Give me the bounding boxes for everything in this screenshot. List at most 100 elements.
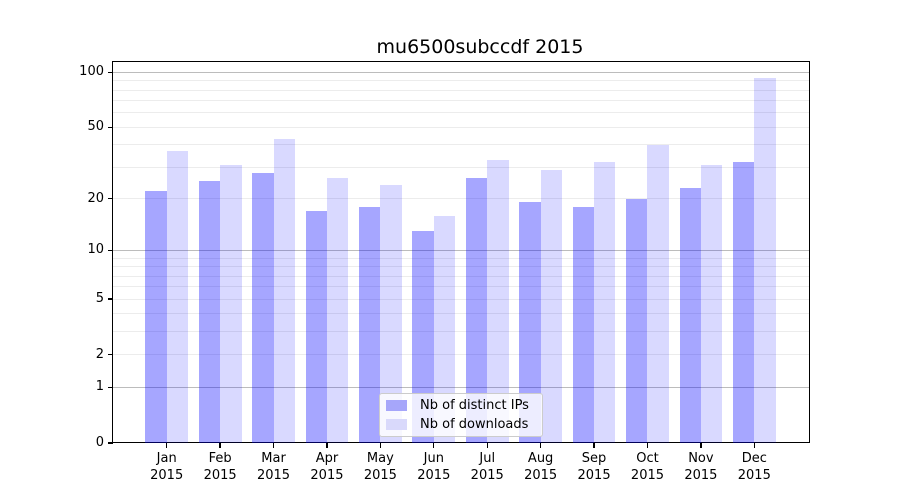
x-tick-label-apr: Apr 2015 bbox=[299, 451, 355, 484]
bar-oct-distinct-ips bbox=[626, 198, 648, 443]
gridline-minor bbox=[113, 126, 809, 128]
x-tick-label-may: May 2015 bbox=[352, 451, 408, 484]
bar-sep-downloads bbox=[594, 162, 616, 443]
gridline-minor bbox=[113, 112, 809, 114]
x-tick-mark bbox=[539, 443, 542, 448]
x-tick-year: 2015 bbox=[417, 467, 451, 483]
x-tick-mark bbox=[486, 443, 488, 448]
y-tick-mark bbox=[108, 354, 113, 356]
x-tick-label-mar: Mar 2015 bbox=[246, 451, 302, 484]
x-tick-year: 2015 bbox=[363, 467, 397, 483]
x-tick-mark bbox=[700, 443, 702, 448]
y-tick-label: 0 bbox=[95, 435, 104, 450]
x-tick-month: Sep bbox=[581, 451, 607, 466]
gridline-minor bbox=[113, 257, 809, 259]
x-tick-label-nov: Nov 2015 bbox=[673, 451, 729, 484]
x-tick-month: Mar bbox=[261, 451, 286, 466]
gridline-minor bbox=[113, 166, 809, 168]
gridline-minor bbox=[113, 89, 809, 91]
x-tick-label-feb: Feb 2015 bbox=[192, 451, 248, 484]
x-tick-year: 2015 bbox=[470, 467, 504, 483]
bar-jul-distinct-ips bbox=[465, 178, 488, 443]
y-tick-label: 1 bbox=[95, 379, 104, 395]
x-tick-label-jan: Jan 2015 bbox=[139, 451, 195, 484]
x-tick-year: 2015 bbox=[203, 467, 237, 483]
bar-sep-distinct-ips bbox=[572, 206, 595, 443]
gridline-major bbox=[113, 71, 809, 73]
bar-mar-distinct-ips bbox=[252, 172, 274, 443]
y-tick-mark bbox=[108, 298, 113, 300]
y-tick-mark bbox=[108, 442, 113, 444]
x-tick-label-dec: Dec 2015 bbox=[726, 451, 782, 484]
gridline-minor bbox=[113, 198, 809, 200]
bar-feb-downloads bbox=[220, 164, 242, 443]
x-tick-month: May bbox=[366, 451, 394, 466]
legend: Nb of distinct IPs Nb of downloads bbox=[379, 393, 543, 437]
legend-swatch-distinct-ips-icon bbox=[386, 400, 407, 411]
legend-label-distinct-ips: Nb of distinct IPs bbox=[420, 398, 529, 413]
y-tick-label: 10 bbox=[87, 242, 104, 258]
gridlines-layer bbox=[113, 62, 809, 442]
gridline-minor bbox=[113, 144, 809, 146]
x-tick-mark bbox=[272, 443, 275, 448]
bar-aug-downloads bbox=[540, 169, 563, 443]
bar-mar-downloads bbox=[273, 139, 295, 443]
x-tick-label-sep: Sep 2015 bbox=[566, 451, 622, 484]
y-tick-label: 2 bbox=[95, 346, 104, 362]
bar-may-distinct-ips bbox=[358, 206, 381, 443]
y-tick-mark bbox=[108, 249, 113, 252]
x-tick-month: Aug bbox=[527, 451, 554, 466]
x-tick-mark bbox=[166, 443, 168, 448]
x-tick-label-oct: Oct 2015 bbox=[619, 451, 675, 484]
bar-oct-downloads bbox=[647, 144, 669, 443]
x-tick-year: 2015 bbox=[256, 467, 291, 483]
bar-jul-downloads bbox=[487, 159, 509, 443]
x-tick-month: Oct bbox=[636, 451, 659, 466]
x-tick-month: Jul bbox=[479, 451, 496, 466]
gridline-minor bbox=[113, 354, 809, 356]
gridline-major bbox=[113, 249, 809, 251]
bar-jun-distinct-ips bbox=[412, 231, 434, 443]
gridline-minor bbox=[113, 331, 809, 333]
x-tick-month: Jan bbox=[156, 451, 177, 466]
x-tick-mark bbox=[593, 443, 595, 448]
x-tick-mark bbox=[433, 443, 435, 448]
gridline-minor bbox=[113, 298, 809, 300]
bar-jun-downloads bbox=[433, 215, 456, 443]
x-tick-year: 2015 bbox=[524, 467, 558, 483]
x-tick-mark bbox=[326, 443, 328, 448]
bar-nov-downloads bbox=[700, 164, 723, 443]
x-tick-mark bbox=[753, 443, 755, 448]
x-tick-label-jul: Jul 2015 bbox=[459, 451, 515, 484]
plot-area bbox=[112, 61, 810, 443]
x-tick-month: Feb bbox=[208, 451, 232, 466]
x-tick-year: 2015 bbox=[150, 467, 184, 483]
y-tick-mark bbox=[108, 126, 113, 128]
bar-jan-downloads bbox=[166, 150, 189, 443]
bar-dec-downloads bbox=[754, 78, 776, 443]
gridline-minor bbox=[113, 80, 809, 82]
x-tick-label-aug: Aug 2015 bbox=[513, 451, 569, 484]
y-tick-mark bbox=[108, 197, 113, 200]
bar-nov-distinct-ips bbox=[679, 187, 701, 443]
x-tick-month: Dec bbox=[741, 451, 767, 466]
bar-apr-downloads bbox=[326, 178, 349, 443]
legend-swatch-downloads-icon bbox=[386, 419, 407, 430]
gridline-minor bbox=[113, 275, 809, 277]
legend-label-downloads: Nb of downloads bbox=[420, 417, 529, 432]
x-tick-mark bbox=[646, 443, 649, 448]
legend-item-downloads: Nb of downloads bbox=[386, 417, 542, 432]
bar-dec-distinct-ips bbox=[732, 162, 755, 443]
x-tick-year: 2015 bbox=[310, 467, 344, 483]
gridline-minor bbox=[113, 266, 809, 268]
x-tick-label-jun: Jun 2015 bbox=[406, 451, 462, 484]
x-tick-year: 2015 bbox=[630, 467, 665, 483]
bar-jan-distinct-ips bbox=[145, 191, 167, 443]
gridline-minor bbox=[113, 100, 809, 102]
x-tick-month: Jun bbox=[423, 451, 444, 466]
chart-title: mu6500subccdf 2015 bbox=[376, 36, 584, 58]
x-tick-mark bbox=[219, 443, 221, 448]
legend-item-distinct-ips: Nb of distinct IPs bbox=[386, 398, 542, 413]
y-tick-label: 20 bbox=[87, 190, 104, 206]
